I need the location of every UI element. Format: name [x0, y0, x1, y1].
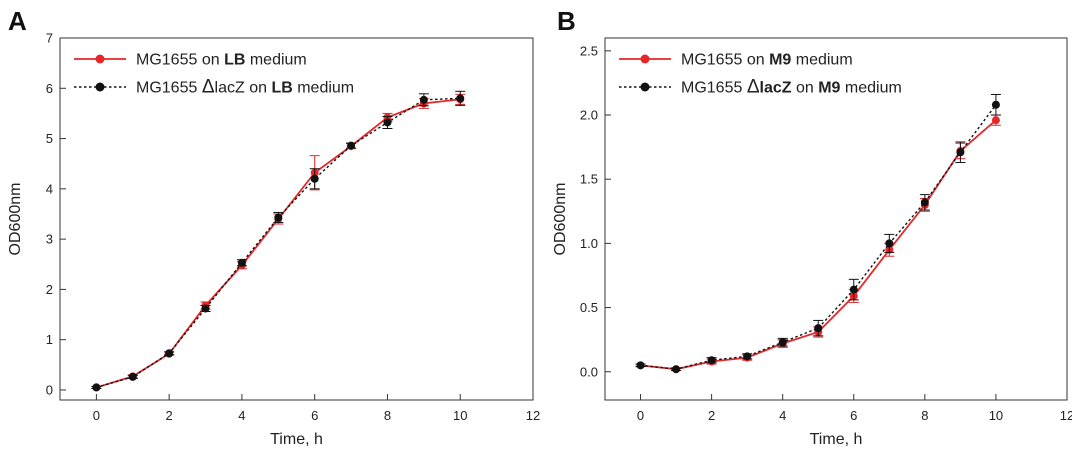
data-point — [347, 141, 356, 150]
legend-entry: MG1655 on LB medium — [136, 52, 307, 69]
series-line — [96, 97, 461, 389]
series-red — [91, 93, 466, 392]
x-axis-label: Time, h — [270, 431, 323, 448]
data-point — [383, 118, 392, 127]
y-tick-label: 4 — [46, 181, 53, 196]
panel-label: A — [8, 6, 27, 36]
x-axis-label: Time, h — [810, 431, 863, 448]
legend-marker — [95, 54, 105, 64]
x-tick-label: 4 — [238, 408, 245, 423]
x-tick-label: 12 — [1060, 408, 1072, 423]
data-point — [920, 198, 929, 207]
panel-b: B 0 2 4 6 8 10 12 0.0 0.5 1.0 1.5 2.0 2.5 Time, h OD600… — [552, 6, 1072, 448]
y-tick-label: 6 — [46, 81, 53, 96]
y-tick-label: 3 — [46, 232, 53, 247]
legend-marker — [95, 82, 105, 92]
legend-marker — [640, 82, 650, 92]
data-point — [885, 239, 894, 248]
data-point — [92, 383, 101, 392]
panel-label: B — [557, 6, 576, 36]
x-tick-label: 6 — [850, 408, 857, 423]
data-point — [419, 95, 428, 104]
series-black — [635, 93, 1001, 374]
legend-marker — [640, 54, 650, 64]
x-tick-label: 8 — [921, 408, 928, 423]
data-point — [237, 258, 246, 267]
y-tick-label: 5 — [46, 131, 53, 146]
legend: MG1655 on LB medium MG1655 ΔlacZ on LB me… — [74, 52, 354, 98]
data-point — [165, 349, 174, 358]
series-black — [91, 90, 466, 392]
x-tick-label: 10 — [989, 408, 1003, 423]
plot-frame — [59, 37, 534, 401]
x-tick-label: 0 — [93, 408, 100, 423]
x-tick-label: 2 — [708, 408, 715, 423]
plot-frame — [604, 37, 1068, 401]
x-tick-label: 0 — [637, 408, 644, 423]
y-tick-label: 1.5 — [580, 172, 598, 187]
x-tick-label: 4 — [779, 408, 786, 423]
data-point — [743, 352, 752, 361]
data-point — [778, 338, 787, 347]
series-line — [96, 98, 461, 389]
data-point — [991, 116, 1000, 125]
x-tick-label: 12 — [526, 408, 540, 423]
x-tick-label: 2 — [166, 408, 173, 423]
data-point — [636, 361, 645, 370]
y-tick-label: 0 — [46, 382, 53, 397]
y-tick-label: 0.5 — [580, 300, 598, 315]
legend-entry: MG1655 on M9 medium — [681, 52, 853, 69]
y-tick-label: 2.5 — [580, 43, 598, 58]
x-tick-label: 8 — [384, 408, 391, 423]
x-tick-label: 10 — [453, 408, 467, 423]
data-point — [201, 304, 210, 313]
data-point — [128, 372, 137, 381]
legend-entry: MG1655 ΔlacZ on M9 medium — [681, 77, 902, 98]
data-point — [707, 356, 716, 365]
data-point — [310, 174, 319, 183]
y-tick-label: 1.0 — [580, 236, 598, 251]
data-point — [456, 94, 465, 103]
y-axis-label: OD600nm — [7, 183, 24, 256]
y-axis-label: OD600nm — [552, 183, 569, 256]
y-tick-label: 1 — [46, 332, 53, 347]
y-tick-label: 7 — [46, 31, 53, 46]
series-line — [640, 104, 997, 370]
y-tick-label: 0.0 — [580, 364, 598, 379]
data-point — [274, 213, 283, 222]
data-point — [956, 148, 965, 157]
y-tick-label: 2 — [46, 282, 53, 297]
y-tick-label: 2.0 — [580, 108, 598, 123]
data-point — [849, 285, 858, 294]
data-point — [991, 100, 1000, 109]
data-point — [672, 365, 681, 374]
legend: MG1655 on M9 medium MG1655 ΔlacZ on M9 me… — [619, 52, 902, 98]
data-point — [814, 324, 823, 333]
x-tick-label: 6 — [311, 408, 318, 423]
legend-entry: MG1655 ΔlacZ on LB medium — [136, 77, 354, 98]
